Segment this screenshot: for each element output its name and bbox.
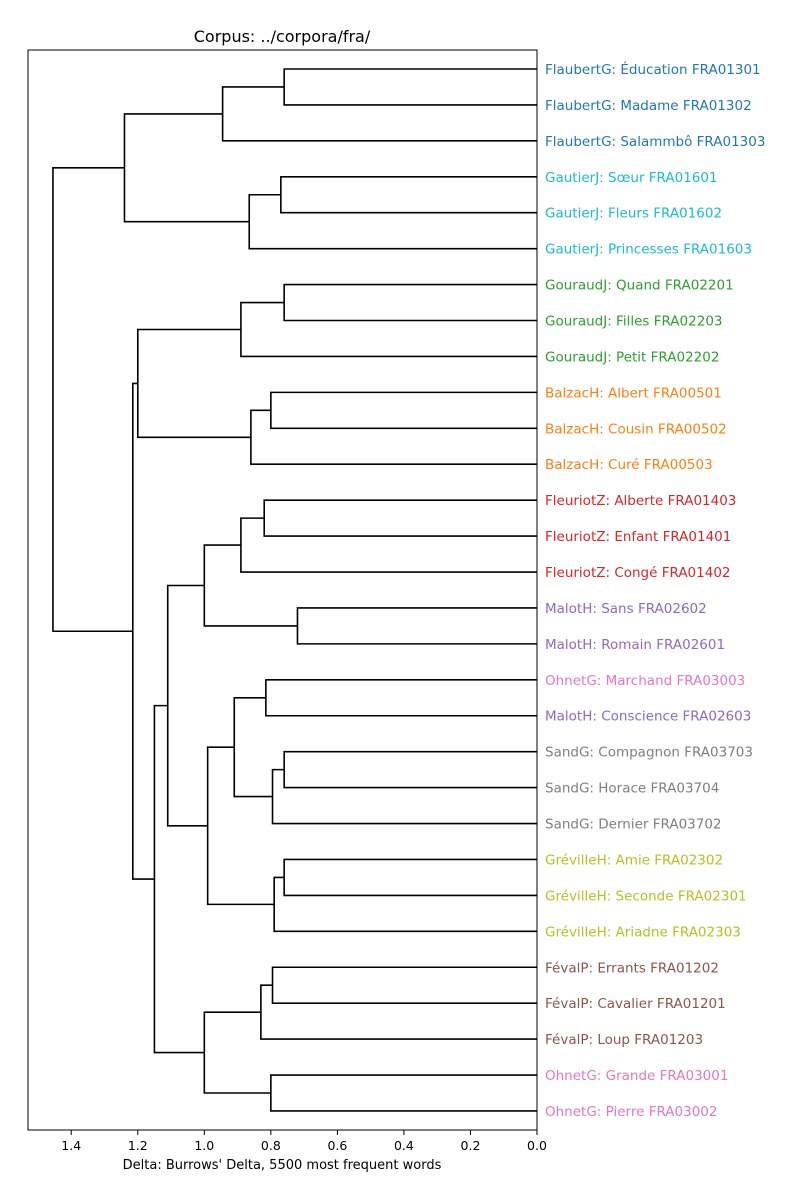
leaf-label: FévalP: Cavalier FRA01201 [545,996,726,1012]
leaf-label: SandG: Dernier FRA03702 [545,817,722,833]
leaf-label: MalotH: Romain FRA02601 [545,637,725,653]
dendrogram-link [248,193,537,250]
x-tick-label: 0.8 [261,1138,281,1153]
dendrogram-link [283,858,537,897]
dendrogram-link [296,607,537,645]
leaf-label: FévalP: Errants FRA01202 [545,960,719,976]
plot-frame [27,49,538,1131]
x-tick-label: 1.2 [128,1138,148,1153]
x-tick-label: 0.2 [461,1138,481,1153]
leaf-label: GouraudJ: Petit FRA02202 [545,349,719,365]
leaf-label: OhnetG: Marchand FRA03003 [545,673,745,689]
leaf-label: MalotH: Sans FRA02602 [545,601,707,617]
dendrogram-link [271,768,537,825]
leaf-label: FleuriotZ: Congé FRA01402 [545,565,731,581]
leaf-label: GrévilleH: Ariadne FRA02303 [545,924,741,940]
dendrogram-link [131,382,155,880]
dendrogram-links [52,68,537,1112]
dendrogram-link [153,704,205,1054]
leaf-label: SandG: Horace FRA03704 [545,781,719,797]
leaf-label: OhnetG: Pierre FRA03002 [545,1104,717,1120]
dendrogram-link [240,517,537,573]
leaf-label: GautierJ: Princesses FRA01603 [545,242,752,258]
dendrogram-link [283,750,537,789]
leaf-label: GrévilleH: Amie FRA02302 [545,852,723,868]
leaf-label: FlaubertG: Salammbô FRA01303 [545,134,765,150]
leaf-label: BalzacH: Curé FRA00503 [545,457,713,473]
leaf-label: BalzacH: Albert FRA00501 [545,385,722,401]
dendrogram-link [260,984,537,1040]
dendrogram-link [283,283,537,322]
leaf-label: FleuriotZ: Enfant FRA01401 [545,529,731,545]
x-axis-label: Delta: Burrows' Delta, 5500 most frequen… [123,1158,442,1173]
leaf-label: BalzacH: Cousin FRA00502 [545,421,727,437]
x-tick-label: 1.4 [61,1138,81,1153]
dendrogram-link [265,679,537,717]
dendrogram-link [263,499,537,537]
x-tick-label: 0.4 [394,1138,414,1153]
x-tick-label: 0.0 [527,1138,547,1153]
dendrogram-link [52,167,133,633]
dendrogram-link [206,746,275,906]
leaf-labels: FlaubertG: Éducation FRA01301 FlaubertG: … [545,61,765,1120]
dendrogram-link [250,409,537,466]
leaf-label: OhnetG: Grande FRA03001 [545,1068,728,1084]
dendrogram-link [273,876,537,933]
leaf-label: FévalP: Loup FRA01203 [545,1032,703,1048]
leaf-label: GouraudJ: Filles FRA02203 [545,314,723,330]
dendrogram-link [280,175,537,214]
x-tick-label: 0.6 [327,1138,347,1153]
chart-title: Corpus: ../corpora/fra/ [194,27,371,46]
leaf-label: GouraudJ: Quand FRA02201 [545,278,734,294]
dendrogram-link [233,696,273,798]
dendrogram-link [166,584,208,827]
leaf-label: FlaubertG: Madame FRA01302 [545,98,752,114]
dendrogram-link [270,1074,537,1112]
x-axis: 1.4 1.2 1.0 0.8 0.6 0.4 0.2 0.0 [61,1130,547,1153]
dendrogram-link [203,544,298,627]
leaf-label: FleuriotZ: Alberte FRA01403 [545,493,736,509]
leaf-label: GautierJ: Fleurs FRA01602 [545,206,722,222]
leaf-label: SandG: Compagnon FRA03703 [545,745,753,761]
dendrogram-link [271,966,537,1004]
dendrogram-link [123,113,250,223]
leaf-label: MalotH: Conscience FRA02603 [545,709,751,725]
x-tick-label: 1.0 [194,1138,214,1153]
dendrogram-link [270,391,537,430]
dendrogram-link [221,86,537,142]
leaf-label: GrévilleH: Seconde FRA02301 [545,888,747,904]
dendrogram-link [240,301,537,358]
leaf-label: FlaubertG: Éducation FRA01301 [545,61,761,78]
leaf-label: GautierJ: Sœur FRA01601 [545,170,718,186]
dendrogram-link [136,328,251,439]
dendrogram-link [283,68,537,106]
